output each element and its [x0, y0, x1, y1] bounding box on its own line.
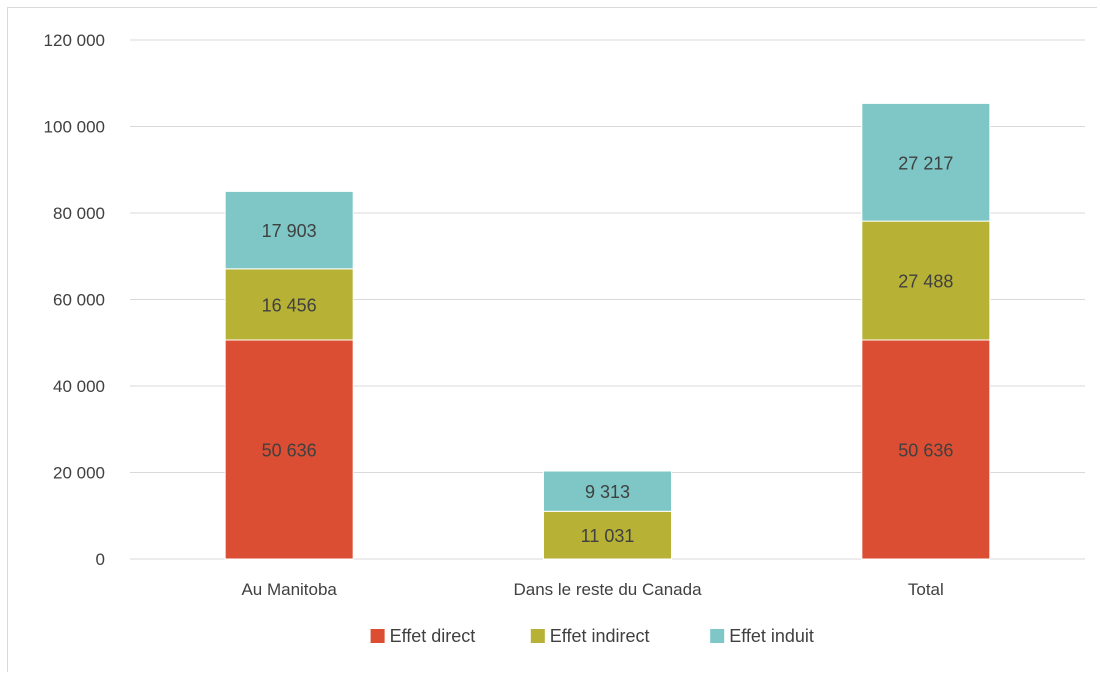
y-tick-label: 0: [96, 550, 105, 569]
bars: 50 636 16 456 17 903 11 031 9 313 50 636 27 48…: [224, 102, 991, 560]
legend-label: Effet indirect: [550, 626, 650, 646]
legend-swatch: [370, 629, 385, 643]
bar-segment: [543, 510, 672, 560]
y-tick-label: 120 000: [44, 31, 105, 50]
data-label: 9 313: [585, 482, 630, 502]
data-label: 27 488: [898, 272, 953, 292]
bar-segment: [543, 470, 672, 512]
y-tick-label: 20 000: [53, 464, 105, 483]
bar-segment: [861, 102, 991, 222]
legend-label: Effet induit: [729, 626, 814, 646]
bar-segment: [861, 220, 991, 341]
bar-segment: [224, 268, 354, 341]
y-axis-ticks: 0 20 000 40 000 60 000 80 000 100 000 120 000: [44, 31, 105, 569]
legend-swatch: [530, 629, 545, 643]
x-tick-label: Dans le reste du Canada: [513, 580, 702, 599]
y-tick-label: 100 000: [44, 118, 105, 137]
data-label: 50 636: [898, 440, 953, 460]
data-label: 17 903: [262, 221, 317, 241]
data-label: 16 456: [262, 295, 317, 315]
legend-item: Effet induit: [710, 626, 814, 646]
legend: Effet direct Effet indirect Effet induit: [370, 626, 814, 646]
bar-segment: [224, 339, 354, 560]
bar-segment: [861, 339, 991, 560]
y-tick-label: 40 000: [53, 377, 105, 396]
legend-item: Effet indirect: [530, 626, 650, 646]
data-label: 11 031: [581, 526, 635, 546]
bar-segment: [224, 190, 354, 270]
legend-item: Effet direct: [370, 626, 476, 646]
x-tick-label: Total: [908, 580, 944, 599]
y-tick-label: 60 000: [53, 291, 105, 310]
legend-label: Effet direct: [390, 626, 476, 646]
y-tick-label: 80 000: [53, 204, 105, 223]
x-tick-label: Au Manitoba: [241, 580, 337, 599]
x-axis-ticks: Au Manitoba Dans le reste du Canada Total: [241, 580, 943, 599]
data-label: 50 636: [262, 440, 317, 460]
legend-swatch: [710, 629, 725, 643]
data-label: 27 217: [898, 153, 953, 173]
